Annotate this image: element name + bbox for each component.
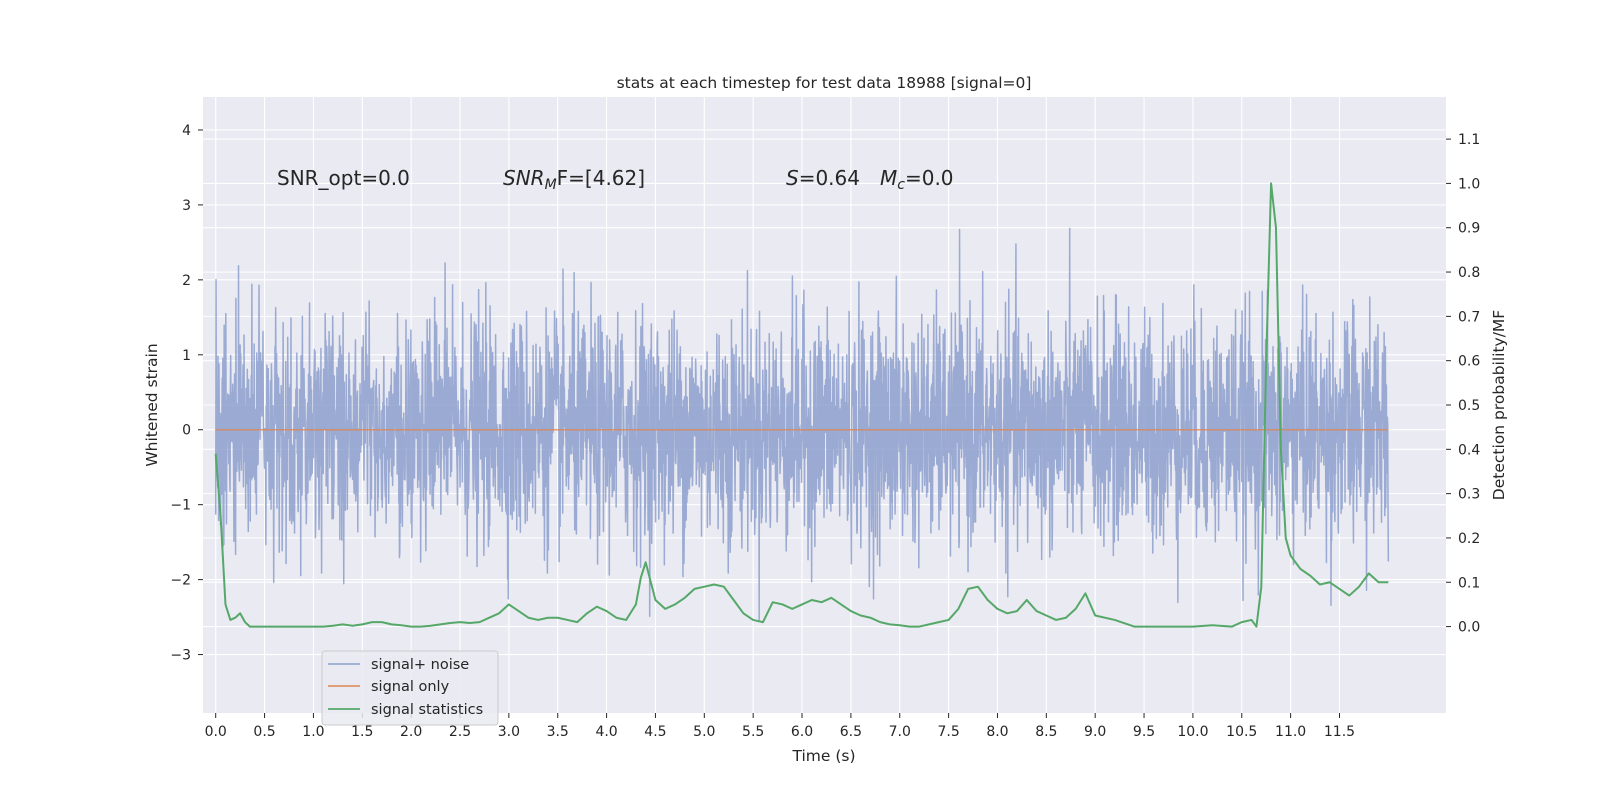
- x-tick-label: 3.0: [498, 724, 520, 740]
- y-tick-label: −3: [170, 648, 191, 664]
- y-right-axis-label: Detection probability/MF: [1490, 310, 1508, 501]
- y-right-tick-label: 0.4: [1458, 442, 1480, 458]
- x-tick-label: 7.5: [937, 724, 959, 740]
- annotation-snr-mf: SNRMF=[4.62]: [503, 166, 645, 193]
- x-tick-label: 7.0: [889, 724, 911, 740]
- x-tick-label: 6.5: [840, 724, 862, 740]
- annotation-snr-mf-main: SNR: [503, 166, 545, 190]
- y-right-tick-label: 0.5: [1458, 398, 1480, 414]
- y-right-tick-label: 1.1: [1458, 132, 1480, 148]
- y-tick-label: 2: [182, 273, 191, 289]
- stats-layer: [214, 182, 1389, 628]
- x-tick-label: 2.5: [449, 724, 471, 740]
- x-tick-label: 10.5: [1226, 724, 1257, 740]
- x-tick-label: 10.0: [1177, 724, 1208, 740]
- x-axis-label: Time (s): [791, 747, 855, 765]
- y-right-tick-label: 0.6: [1458, 354, 1480, 370]
- x-tick-label: 5.5: [742, 724, 764, 740]
- annotation-s-var: S: [786, 166, 799, 190]
- y-right-tick-label: 1.0: [1458, 176, 1480, 192]
- x-tick-label: 8.0: [986, 724, 1008, 740]
- y-right-tick-label: 0.9: [1458, 221, 1480, 237]
- series-signal-statistics: [214, 182, 1389, 628]
- y-right-tick-label: 0.3: [1458, 487, 1480, 503]
- x-tick-label: 9.5: [1133, 724, 1155, 740]
- x-tick-label: 9.0: [1084, 724, 1106, 740]
- y-tick-label: 4: [182, 123, 191, 139]
- annotation-mc-var: M: [880, 166, 897, 190]
- x-tick-label: 0.5: [253, 724, 275, 740]
- noise-layer: [214, 227, 1390, 621]
- y-right-tick-label: 0.7: [1458, 309, 1480, 325]
- y-tick-layer: −3 −2 −1 0 1 2 3 4: [170, 123, 203, 664]
- y-right-tick-label: 0.1: [1458, 575, 1480, 591]
- y-tick-label: −1: [170, 498, 191, 514]
- y-right-tick-label: 0.8: [1458, 265, 1480, 281]
- annotation-snr-mf-rest: F=[4.62]: [557, 166, 645, 190]
- x-tick-label: 0.0: [205, 724, 227, 740]
- x-tick-label: 1.0: [302, 724, 324, 740]
- y-tick-label: 1: [182, 348, 191, 364]
- x-tick-label: 11.5: [1324, 724, 1355, 740]
- y-right-tick-label: 0.2: [1458, 531, 1480, 547]
- annotation-s: S=0.64: [786, 166, 860, 190]
- legend-label-noise: signal+ noise: [371, 657, 469, 673]
- y-tick-label: −2: [170, 573, 191, 589]
- y-tick-label: 3: [182, 198, 191, 214]
- x-tick-label: 5.0: [693, 724, 715, 740]
- annotation-snr-mf-sub: M: [545, 177, 557, 193]
- x-tick-layer: 0.0 0.5 1.0 1.5 2.0 2.5 3.0 3.5 4.0 4.5 5.0 5.5 6.0 6…: [205, 713, 1355, 740]
- annotation-s-rest: =0.64: [799, 166, 860, 190]
- series-signal-noise: [214, 227, 1390, 621]
- annotation-mc-rest: =0.0: [905, 166, 954, 190]
- y-right-tick-label: 0.0: [1458, 620, 1480, 636]
- annotation-mc: Mc=0.0: [880, 166, 954, 193]
- y-tick-label: 0: [182, 423, 191, 439]
- x-tick-label: 4.0: [595, 724, 617, 740]
- annotation-snr-opt: SNR_opt=0.0: [277, 166, 410, 190]
- x-tick-label: 4.5: [644, 724, 666, 740]
- x-tick-label: 6.0: [791, 724, 813, 740]
- x-tick-label: 3.5: [547, 724, 569, 740]
- legend-box: [321, 650, 499, 726]
- chart-title: stats at each timestep for test data 189…: [617, 74, 1032, 92]
- x-tick-label: 1.5: [351, 724, 373, 740]
- y-axis-label: Whitened strain: [143, 343, 161, 466]
- legend-label-signal-only: signal only: [371, 679, 450, 695]
- legend-label-statistics: signal statistics: [371, 702, 483, 718]
- x-tick-label: 11.0: [1275, 724, 1306, 740]
- x-tick-label: 8.5: [1035, 724, 1057, 740]
- y-right-tick-layer: 0.0 0.1 0.2 0.3 0.4 0.5 0.6 0.7 0.8 0.9 1.0 1.1: [1446, 132, 1480, 636]
- legend: signal+ noise signal only signal statist…: [321, 650, 499, 726]
- annotation-mc-sub: c: [897, 177, 905, 193]
- x-tick-label: 2.0: [400, 724, 422, 740]
